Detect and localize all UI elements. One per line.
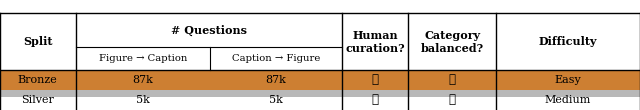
Text: Figure → Caption: Figure → Caption bbox=[99, 54, 187, 63]
Bar bbox=[0, 90, 640, 109]
Text: 87k: 87k bbox=[266, 75, 287, 85]
Text: ✗: ✗ bbox=[372, 73, 379, 86]
Text: Silver: Silver bbox=[21, 94, 54, 104]
Text: Difficulty: Difficulty bbox=[539, 36, 597, 47]
Text: Medium: Medium bbox=[545, 94, 591, 104]
Text: 87k: 87k bbox=[132, 75, 153, 85]
Text: Category
balanced?: Category balanced? bbox=[420, 30, 484, 54]
Text: Easy: Easy bbox=[555, 75, 581, 85]
Text: 5k: 5k bbox=[136, 94, 150, 104]
Text: Split: Split bbox=[23, 36, 52, 47]
Bar bbox=[0, 13, 640, 70]
Text: ✗: ✗ bbox=[372, 93, 379, 106]
Bar bbox=[0, 109, 640, 110]
Text: Caption → Figure: Caption → Figure bbox=[232, 54, 321, 63]
Text: ✗: ✗ bbox=[449, 73, 456, 86]
Bar bbox=[0, 70, 640, 90]
Text: # Questions: # Questions bbox=[171, 24, 247, 36]
Text: Bronze: Bronze bbox=[18, 75, 58, 85]
Text: ✓: ✓ bbox=[449, 93, 456, 106]
Text: Human
curation?: Human curation? bbox=[346, 30, 405, 54]
Text: 5k: 5k bbox=[269, 94, 283, 104]
